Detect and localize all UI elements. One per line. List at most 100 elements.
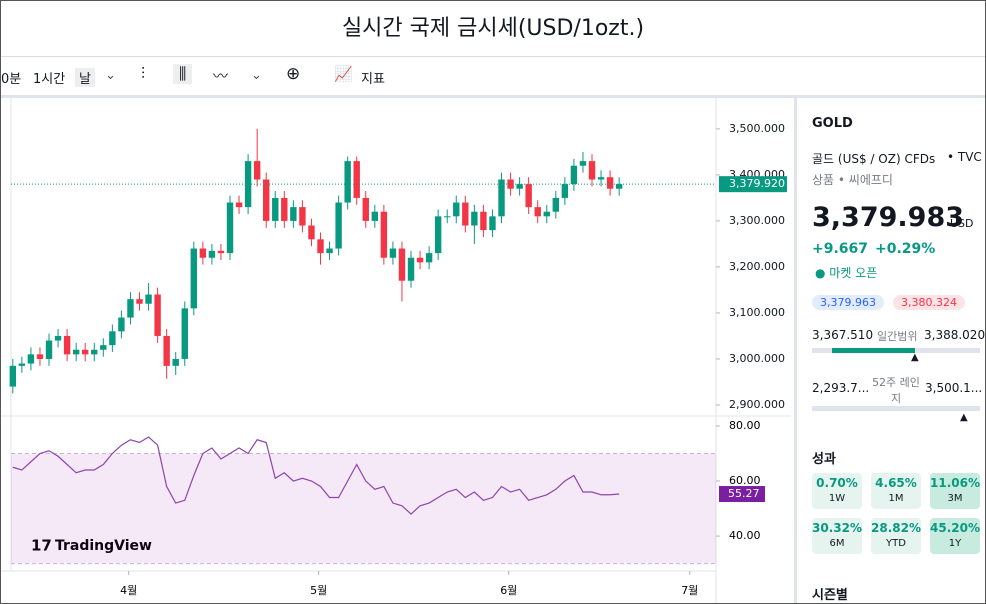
performance-cell[interactable]: 28.82% YTD	[871, 518, 921, 554]
exchange: • TVC	[947, 150, 982, 164]
y-tick-label: 3,500.000	[729, 122, 785, 135]
add-icon[interactable]: ⊕	[286, 64, 301, 84]
candle-body	[154, 294, 161, 336]
candle	[82, 342, 89, 362]
candle	[362, 191, 369, 228]
candle	[45, 333, 53, 366]
year-range-track	[812, 406, 980, 411]
candle-body	[534, 207, 541, 217]
candle-body	[353, 161, 360, 198]
candle-body	[434, 216, 442, 254]
candle-body	[253, 161, 261, 180]
candle	[190, 241, 198, 316]
bid: 3,379.963	[812, 295, 884, 310]
candle	[290, 200, 297, 228]
candle	[561, 177, 569, 205]
line-icon[interactable]: 〰	[213, 67, 229, 85]
candle	[299, 200, 306, 233]
candle-body	[299, 207, 306, 226]
candle-body	[91, 349, 98, 355]
year-range-label: 52주 레인지	[872, 376, 920, 405]
dropdown[interactable]: ⌄	[105, 68, 116, 83]
performance-cell[interactable]: 0.70% 1W	[812, 473, 862, 509]
candle	[317, 232, 324, 265]
y-tick-label: 2,900.000	[729, 398, 785, 411]
candle-body	[82, 349, 89, 355]
day-range-fill	[832, 348, 915, 353]
candle-icon[interactable]: ⫼	[173, 64, 193, 84]
candle	[54, 329, 62, 348]
performance-title: 성과	[812, 452, 836, 467]
y-tick-label: 3,300.000	[729, 214, 785, 227]
candle-body	[561, 184, 569, 198]
candle-body	[398, 248, 406, 281]
bar-icon[interactable]: ⫶	[141, 64, 146, 83]
candle-body	[54, 335, 62, 341]
rsi-last-label: 55.27	[728, 487, 760, 500]
candle	[36, 347, 44, 366]
candle-body	[281, 197, 288, 221]
candle-body	[181, 308, 188, 359]
title: 실시간 국제 금시세(USD/1ozt.)	[1, 1, 985, 57]
rsi-band	[11, 453, 716, 564]
performance-cell[interactable]: 45.20% 1Y	[930, 518, 980, 554]
candle-body	[190, 248, 198, 309]
candle	[543, 204, 550, 224]
candle-body	[371, 211, 379, 221]
performance-cell[interactable]: 11.06% 3M	[930, 473, 980, 509]
performance-period: 3M	[947, 493, 963, 504]
day-marker: ▲	[911, 352, 919, 363]
candle	[471, 204, 478, 244]
candle	[579, 151, 587, 173]
candle	[444, 209, 451, 224]
sidebar: GOLD 골드 (US$ / OZ) CFDs • TVC 상품 • 씨에프디 …	[794, 98, 985, 603]
candle	[172, 352, 179, 376]
candle-body	[525, 184, 532, 208]
candle	[489, 209, 496, 238]
last-price-label: 3,379.920	[729, 177, 785, 190]
indicators[interactable]: 지표	[361, 72, 385, 87]
year-high: 3,500.1...	[925, 381, 983, 395]
candle-body	[290, 207, 297, 221]
candle-body	[208, 250, 216, 258]
dropdown[interactable]: ⌄	[251, 68, 262, 83]
candle	[516, 177, 523, 196]
indicator-icon[interactable]: 📈	[334, 65, 353, 83]
candle	[534, 200, 541, 224]
candle	[72, 342, 80, 362]
candle-body	[27, 354, 35, 364]
candle-body	[72, 349, 80, 355]
interval[interactable]: 0분	[1, 72, 22, 87]
interval[interactable]: 날	[75, 68, 95, 87]
candle	[507, 172, 514, 196]
rsi-tick-label: 80.00	[729, 419, 761, 432]
candle-body	[18, 363, 26, 366]
candle-body	[118, 317, 125, 332]
candle-body	[100, 345, 107, 350]
candle	[380, 204, 388, 265]
candle-body	[471, 211, 478, 226]
performance-cell[interactable]: 30.32% 6M	[812, 518, 862, 554]
candle-body	[407, 257, 415, 281]
year-low: 2,293.7...	[812, 381, 870, 395]
candle	[145, 283, 152, 311]
candle-body	[507, 179, 514, 189]
performance-period: 1W	[828, 493, 846, 504]
candle	[326, 241, 333, 261]
watermark-text: TradingView	[55, 538, 152, 554]
candle-body	[570, 165, 578, 185]
candle	[453, 195, 460, 224]
interval[interactable]: 1시간	[33, 72, 66, 87]
candle-body	[317, 239, 324, 254]
candle-body	[308, 225, 315, 240]
ask: 3,380.324	[893, 295, 965, 310]
performance-value: 0.70%	[816, 476, 858, 490]
candle	[100, 338, 107, 357]
candle-body	[489, 216, 496, 231]
y-tick-label: 3,000.000	[729, 352, 785, 365]
x-tick-label: 4월	[120, 584, 137, 597]
candle-body	[272, 197, 279, 221]
performance-cell[interactable]: 4.65% 1M	[871, 473, 921, 509]
candle-body	[172, 358, 179, 366]
candle	[226, 195, 234, 261]
